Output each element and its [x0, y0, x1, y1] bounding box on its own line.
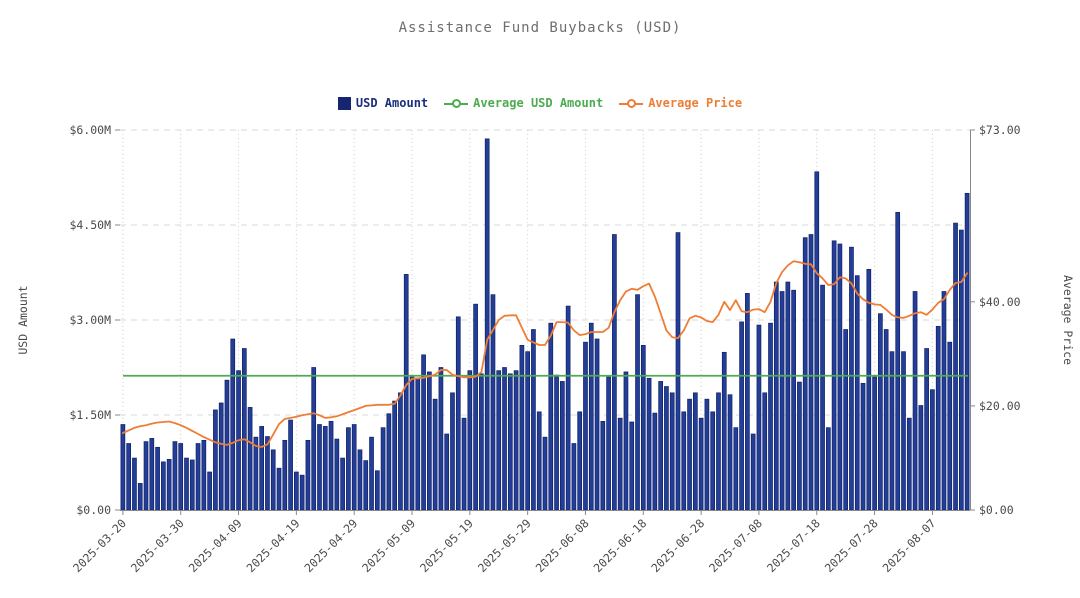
x-tick-label: 2025-03-20	[70, 516, 129, 575]
axes	[115, 129, 975, 515]
legend-item-usd-amount: USD Amount	[337, 96, 429, 110]
legend-item-average-price: Average Price	[619, 96, 742, 110]
usd-amount-bars	[120, 138, 970, 511]
left-tick-label: $1.50M	[69, 408, 111, 422]
legend-item-average-usd-amount: Average USD Amount	[444, 96, 603, 110]
x-tick-label: 2025-05-19	[417, 516, 476, 575]
left-tick-label: $4.50M	[69, 218, 111, 232]
chart-title: Assistance Fund Buybacks (USD)	[398, 20, 682, 36]
x-tick-label: 2025-04-09	[186, 516, 245, 575]
legend-label: USD Amount	[355, 96, 429, 110]
left-axis-title: USD Amount	[16, 285, 30, 354]
x-tick-label: 2025-04-19	[244, 516, 303, 575]
right-tick-label: $20.00	[979, 399, 1021, 413]
left-tick-label: $3.00M	[69, 313, 111, 327]
x-tick-label: 2025-06-18	[591, 516, 650, 575]
left-tick-label: $6.00M	[69, 123, 111, 137]
right-axis-title: Average Price	[1061, 275, 1075, 365]
x-tick-label: 2025-05-09	[359, 516, 418, 575]
legend-label: Average Price	[648, 96, 743, 110]
right-tick-label: $73.00	[979, 123, 1021, 137]
x-tick-label: 2025-07-18	[764, 516, 823, 575]
x-tick-label: 2025-07-28	[822, 516, 881, 575]
line-marker-icon	[444, 98, 469, 108]
x-tick-label: 2025-06-08	[533, 516, 592, 575]
left-tick-label: $0.00	[76, 503, 111, 517]
line-marker-icon	[619, 98, 644, 108]
right-tick-label: $0.00	[979, 503, 1014, 517]
x-tick-label: 2025-03-30	[128, 516, 187, 575]
x-tick-label: 2025-06-28	[648, 516, 707, 575]
legend-label: Average USD Amount	[473, 96, 604, 110]
series-lines	[122, 260, 968, 448]
x-tick-label: 2025-08-07	[880, 516, 939, 575]
chart-legend: USD Amount Average USD Amount Average Pr…	[0, 96, 1080, 110]
x-tick-label: 2025-04-29	[301, 516, 360, 575]
bar-swatch-icon	[337, 96, 351, 110]
x-tick-label: 2025-05-29	[475, 516, 534, 575]
x-tick-label: 2025-07-08	[706, 516, 765, 575]
right-tick-label: $40.00	[979, 295, 1021, 309]
